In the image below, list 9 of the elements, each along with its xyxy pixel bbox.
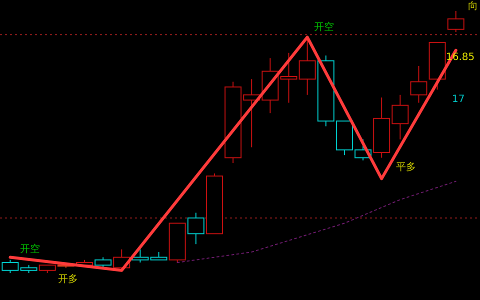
candlestick xyxy=(132,248,149,264)
candlestick xyxy=(410,66,428,104)
annotation: 17 xyxy=(452,94,465,105)
annotation: 向 xyxy=(468,0,478,12)
annotation: 开空 xyxy=(314,21,334,33)
candlestick xyxy=(447,10,464,32)
annotation: 平多 xyxy=(396,161,416,173)
text: 开多 xyxy=(58,273,78,285)
annotation: 开空 xyxy=(20,243,40,255)
